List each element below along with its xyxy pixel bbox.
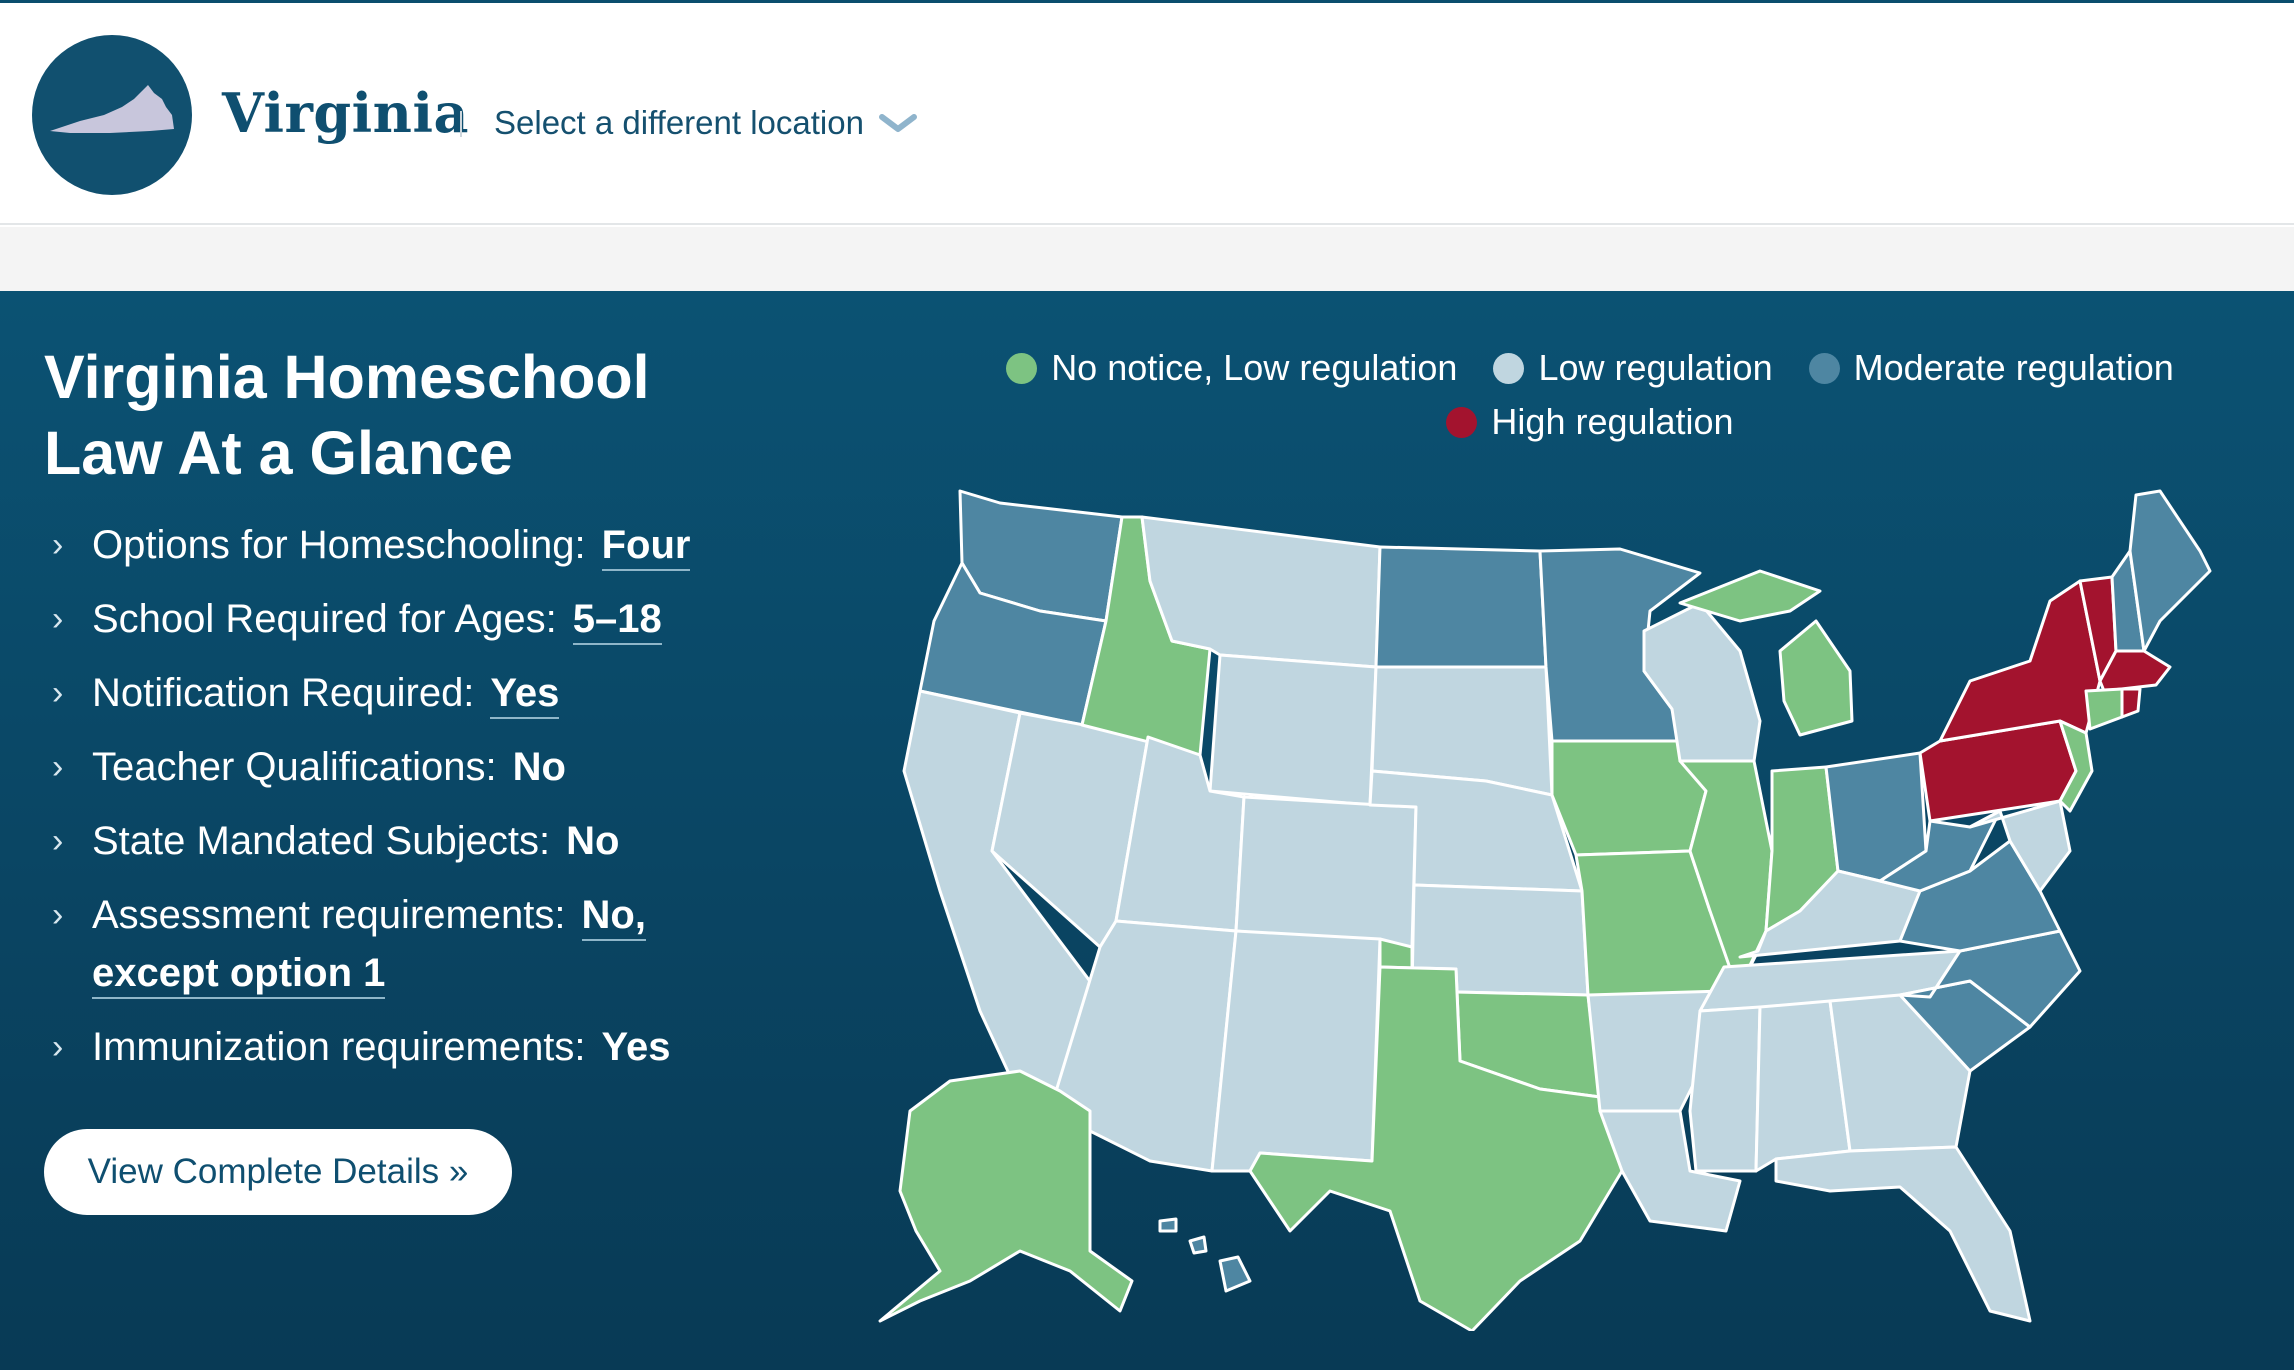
- caret-icon: ›: [52, 896, 64, 934]
- state-wyoming[interactable]: [1208, 653, 1378, 807]
- caret-icon: ›: [52, 1028, 64, 1066]
- fact-label: State Mandated Subjects:: [92, 819, 551, 863]
- top-rule: [0, 0, 2294, 3]
- state-rhode-island[interactable]: [2120, 687, 2142, 719]
- state-new-york[interactable]: [1938, 579, 2102, 743]
- fact-label: Immunization requirements:: [92, 1025, 586, 1069]
- state-new-jersey[interactable]: [2058, 719, 2094, 813]
- fact-notification: › Notification Required: Yes: [52, 664, 752, 722]
- fact-ages: › School Required for Ages: 5–18: [52, 590, 752, 648]
- state-new-mexico[interactable]: [1210, 929, 1382, 1173]
- state-alaska[interactable]: [878, 1069, 1134, 1323]
- law-at-a-glance-section: Virginia Homeschool Law At a Glance › Op…: [0, 291, 2294, 1370]
- fact-label: Teacher Qualifications:: [92, 745, 497, 789]
- state-texas[interactable]: [1248, 965, 1624, 1331]
- map-legend: No notice, Low regulation Low regulation…: [940, 341, 2240, 449]
- state-arkansas[interactable]: [1586, 989, 1726, 1113]
- legend-item-no-notice: No notice, Low regulation: [1006, 347, 1457, 389]
- legend-label: High regulation: [1491, 401, 1734, 442]
- glance-title: Virginia Homeschool Law At a Glance: [44, 339, 744, 491]
- state-maine[interactable]: [2128, 489, 2212, 653]
- state-louisiana[interactable]: [1598, 1109, 1742, 1233]
- state-north-dakota[interactable]: [1374, 545, 1548, 669]
- fact-label: Options for Homeschooling:: [92, 523, 586, 567]
- state-connecticut[interactable]: [2084, 687, 2124, 731]
- fact-teacher: › Teacher Qualifications: No: [52, 738, 752, 796]
- state-florida[interactable]: [1774, 1145, 2032, 1323]
- legend-dot-icon: [1493, 352, 1525, 384]
- fact-value: Yes: [601, 1025, 671, 1069]
- us-regulation-map[interactable]: [860, 471, 2220, 1331]
- legend-item-high: High regulation: [1446, 401, 1734, 443]
- fact-label: Assessment requirements:: [92, 893, 566, 937]
- fact-value: No: [512, 745, 566, 789]
- caret-icon: ›: [52, 674, 64, 712]
- fact-subjects: › State Mandated Subjects: No: [52, 812, 752, 870]
- legend-label: No notice, Low regulation: [1051, 347, 1458, 388]
- glance-title-line2: Law At a Glance: [44, 419, 513, 487]
- fact-assessment: › Assessment requirements: No, except opt…: [52, 886, 752, 1002]
- fact-label: School Required for Ages:: [92, 597, 557, 641]
- state-maryland-delaware[interactable]: [1968, 799, 2072, 893]
- select-location-link[interactable]: Select a different location: [494, 104, 864, 141]
- separator: [460, 111, 462, 137]
- legend-item-moderate: Moderate regulation: [1808, 347, 2174, 389]
- location-header: Virginia Select a different location: [0, 3, 2294, 225]
- legend-row: No notice, Low regulation Low regulation…: [940, 341, 2240, 395]
- state-hawaii[interactable]: [1158, 1217, 1252, 1293]
- fact-options: › Options for Homeschooling: Four: [52, 516, 752, 574]
- fact-value-link[interactable]: Four: [601, 523, 691, 571]
- fact-value-link[interactable]: No, except option 1: [92, 893, 646, 999]
- state-mississippi[interactable]: [1688, 1005, 1762, 1173]
- law-facts-list: › Options for Homeschooling: Four › Schoo…: [52, 516, 752, 1092]
- caret-icon: ›: [52, 748, 64, 786]
- legend-label: Moderate regulation: [1853, 347, 2174, 388]
- legend-row: High regulation: [940, 395, 2240, 449]
- legend-item-low: Low regulation: [1493, 347, 1773, 389]
- view-complete-details-button[interactable]: View Complete Details »: [44, 1129, 512, 1215]
- legend-label: Low regulation: [1538, 347, 1773, 388]
- state-colorado[interactable]: [1234, 795, 1418, 949]
- header-divider-band: [0, 227, 2294, 291]
- fact-immunization: › Immunization requirements: Yes: [52, 1018, 752, 1076]
- legend-dot-icon: [1808, 352, 1840, 384]
- fact-label: Notification Required:: [92, 671, 475, 715]
- caret-icon: ›: [52, 822, 64, 860]
- fact-value-link[interactable]: Yes: [490, 671, 560, 719]
- chevron-down-icon[interactable]: [878, 111, 918, 135]
- fact-value: No: [566, 819, 620, 863]
- caret-icon: ›: [52, 526, 64, 564]
- legend-dot-icon: [1006, 352, 1038, 384]
- virginia-state-icon: [50, 85, 174, 133]
- state-michigan[interactable]: [1678, 569, 1854, 737]
- state-badge: [32, 35, 192, 195]
- legend-dot-icon: [1446, 406, 1478, 438]
- caret-icon: ›: [52, 600, 64, 638]
- glance-title-line1: Virginia Homeschool: [44, 343, 650, 411]
- location-name: Virginia: [222, 81, 469, 145]
- fact-value-link[interactable]: 5–18: [572, 597, 662, 645]
